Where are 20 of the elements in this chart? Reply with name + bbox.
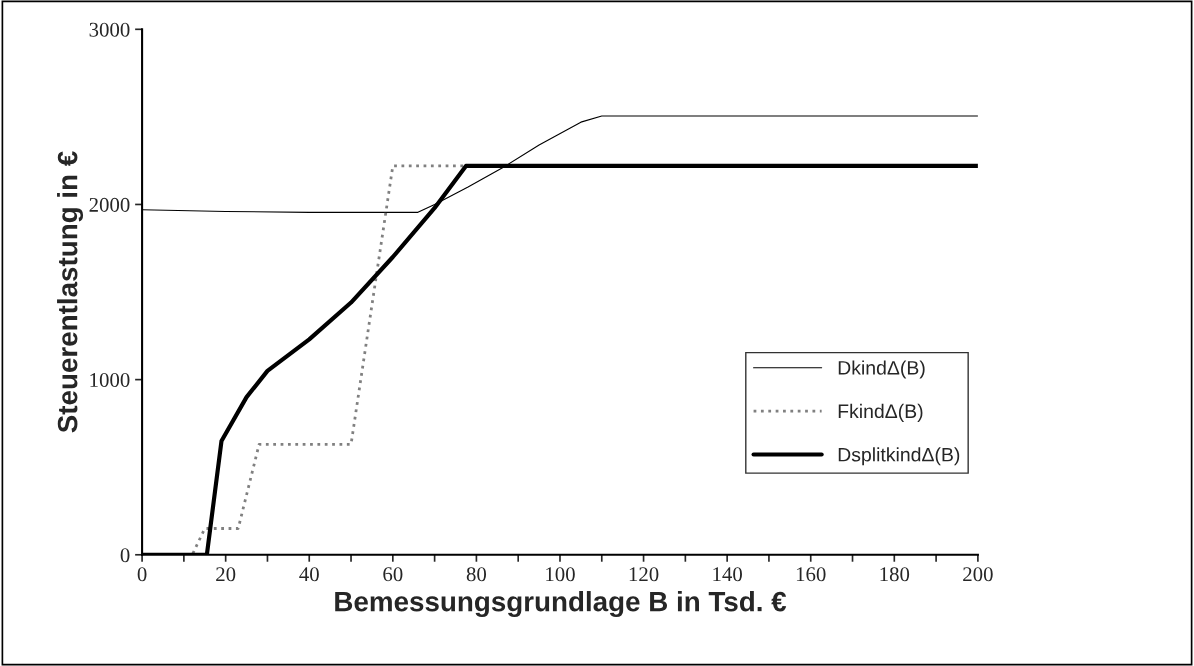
x-axis-title: Bemessungsgrundlage B in Tsd. € (335, 591, 787, 618)
y-axis-title: Steuerentlastung in € (57, 151, 84, 433)
x-tick-label: 160 (796, 567, 826, 582)
x-tick-label: 100 (546, 567, 575, 582)
y-tick-label: 1000 (90, 372, 130, 388)
x-tick-label: 0 (137, 567, 147, 582)
legend-label: DkindΔ(B) (838, 360, 925, 379)
x-tick-label: 80 (466, 567, 487, 582)
x-tick-label: 200 (963, 567, 993, 582)
x-tick-label: 180 (880, 567, 910, 582)
legend-label: DsplitkindΔ(B) (838, 447, 960, 466)
legend-label: FkindΔ(B) (838, 403, 923, 422)
y-tick-label: 0 (120, 548, 130, 563)
y-tick-label: 2000 (89, 197, 130, 212)
x-tick-label: 60 (383, 567, 403, 582)
x-tick-label: 40 (299, 567, 319, 582)
x-tick-label: 120 (629, 567, 659, 582)
y-tick-label: 3000 (89, 22, 130, 37)
x-tick-label: 20 (216, 567, 236, 582)
x-tick-label: 140 (713, 567, 742, 582)
